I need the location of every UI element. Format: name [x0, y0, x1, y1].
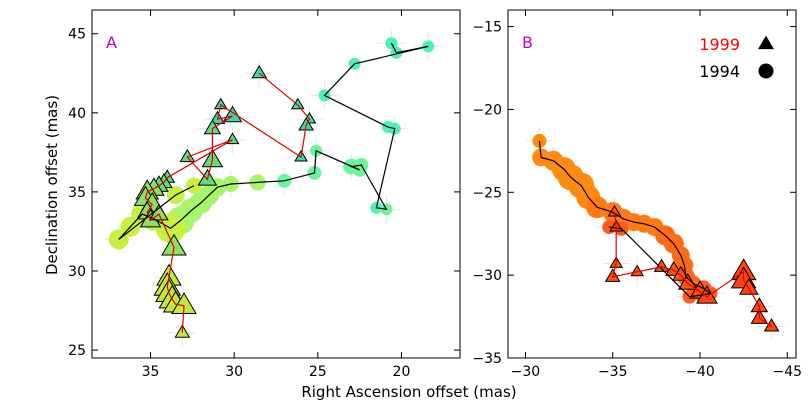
y-tick-label: −30 [472, 268, 502, 284]
series-path-line [118, 42, 429, 240]
data-point-triangle [763, 318, 780, 332]
x-tick-label: −40 [685, 364, 715, 380]
y-tick-label: −35 [472, 351, 502, 367]
data-point-triangle [251, 64, 268, 79]
data-point-triangle [738, 277, 759, 295]
data-point-circle [186, 177, 203, 194]
legend-label: 1999 [699, 35, 740, 54]
legend-circle-marker [758, 63, 774, 79]
y-tick-label: 45 [68, 27, 86, 43]
data-point-triangle [290, 97, 305, 110]
x-tick-label: 25 [309, 364, 327, 380]
plot-area-b [525, 126, 786, 341]
series-path-line [144, 72, 311, 333]
x-tick-label: −30 [511, 364, 541, 380]
panel-label: B [522, 33, 533, 52]
x-tick-label: 30 [225, 364, 243, 380]
data-point-triangle [298, 117, 314, 131]
y-tick-label: −20 [472, 102, 502, 118]
x-axis-title: Right Ascension offset (mas) [301, 383, 516, 401]
y-tick-label: −25 [472, 185, 502, 201]
series-path-line [538, 140, 713, 298]
y-tick-label: 35 [68, 185, 86, 201]
x-tick-label: 35 [142, 364, 160, 380]
data-point-circle [422, 40, 435, 53]
data-point-triangle [677, 272, 698, 290]
legend-triangle-marker [758, 35, 774, 50]
data-point-triangle [222, 105, 243, 123]
y-tick-label: −15 [472, 20, 502, 36]
x-tick-label: 20 [393, 364, 411, 380]
axes-frame [91, 9, 461, 359]
y-tick-label: 30 [68, 264, 86, 280]
axes-frame [507, 9, 797, 359]
data-point-triangle [671, 265, 690, 281]
x-tick-label: −45 [772, 364, 802, 380]
legend-label: 1994 [699, 62, 740, 81]
panel-b: −30 −35 −40 −45 −35 −30 −25 −20 −15 B 1999 1994 [472, 9, 802, 380]
y-axis-title: Declination offset (mas) [43, 95, 61, 275]
y-tick-label: 40 [68, 106, 86, 122]
y-tick-label: 25 [68, 343, 86, 359]
x-tick-label: −35 [598, 364, 628, 380]
panel-label: A [106, 33, 117, 52]
panel-a: 35 30 25 20 25 30 35 40 45 A [68, 9, 461, 380]
plot-area-a [104, 29, 443, 347]
data-point-triangle [161, 233, 187, 256]
series-path-line [611, 212, 772, 327]
